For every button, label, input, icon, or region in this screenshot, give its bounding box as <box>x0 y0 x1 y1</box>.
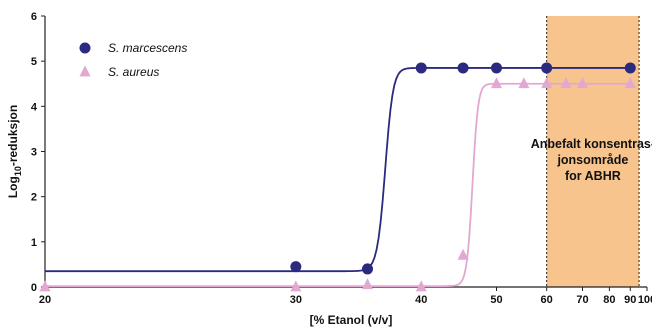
x-tick-label: 40 <box>415 294 427 306</box>
fit-curve-series-1 <box>45 82 631 287</box>
y-axis-title-subscript: 10 <box>13 166 23 176</box>
y-axis-title-prefix: Log <box>6 176 20 198</box>
fit-curve-series-0 <box>45 67 631 273</box>
x-tick-label: 60 <box>541 294 553 306</box>
x-axis-title: [% Etanol (v/v] <box>310 313 393 327</box>
data-point-series-1 <box>491 77 502 89</box>
data-point-series-0 <box>491 62 502 74</box>
data-point-series-0 <box>457 62 469 74</box>
data-points <box>39 62 636 292</box>
x-tick-label: 80 <box>603 294 615 306</box>
axes: 0 1 2 3 4 5 6 20 30 40 50 60 70 80 90100 <box>31 11 652 306</box>
data-point-series-1 <box>362 278 373 290</box>
legend-label: S. aureus <box>108 65 159 79</box>
y-tick-label: 4 <box>31 101 38 113</box>
x-tick-label: 100 <box>638 294 652 306</box>
recommended-range-band <box>546 16 640 287</box>
data-point-series-1 <box>541 77 553 89</box>
y-axis-title: Log10-reduksjon <box>6 105 23 198</box>
data-point-series-0 <box>541 62 553 74</box>
y-axis-title-suffix: -reduksjon <box>6 105 20 166</box>
y-tick-label: 6 <box>31 11 37 23</box>
data-point-series-1 <box>518 77 530 89</box>
data-point-series-1 <box>290 280 302 292</box>
data-point-series-1 <box>624 77 636 89</box>
legend: S. marcescens S. aureus <box>79 41 187 79</box>
data-point-series-1 <box>560 77 572 89</box>
recommended-range-label-line: for ABHR <box>565 169 621 183</box>
x-tick-label: 30 <box>290 294 302 306</box>
y-tick-label: 3 <box>31 147 37 159</box>
recommended-range-layer: Anbefalt konsentras-jonsområde for ABHR <box>531 16 652 287</box>
y-tick-label: 5 <box>31 56 37 68</box>
data-point-series-0 <box>290 261 302 273</box>
y-tick-label: 2 <box>31 192 37 204</box>
x-tick-label: 50 <box>490 294 502 306</box>
x-tick-label: 20 <box>39 294 51 306</box>
text-labels: [% Etanol (v/v]Log10-reduksjon <box>6 105 392 327</box>
data-point-series-0 <box>415 62 427 74</box>
x-tick-label: 90 <box>624 294 636 306</box>
x-tick-label: 70 <box>576 294 588 306</box>
data-point-series-1 <box>457 248 469 260</box>
y-tick-label: 1 <box>31 237 37 249</box>
legend-label: S. marcescens <box>108 41 187 55</box>
data-point-series-1 <box>415 280 427 292</box>
data-point-series-0 <box>362 263 373 275</box>
recommended-range-label-line: jonsområde <box>556 153 628 167</box>
legend-marker-triangle <box>79 65 91 77</box>
data-point-series-1 <box>577 77 588 89</box>
y-tick-label: 0 <box>31 282 37 294</box>
data-point-series-1 <box>39 280 51 292</box>
fit-curves <box>45 67 631 287</box>
data-point-series-0 <box>624 62 636 74</box>
legend-marker-circle <box>79 42 91 54</box>
recommended-range-label-line: Anbefalt konsentras- <box>531 137 652 151</box>
